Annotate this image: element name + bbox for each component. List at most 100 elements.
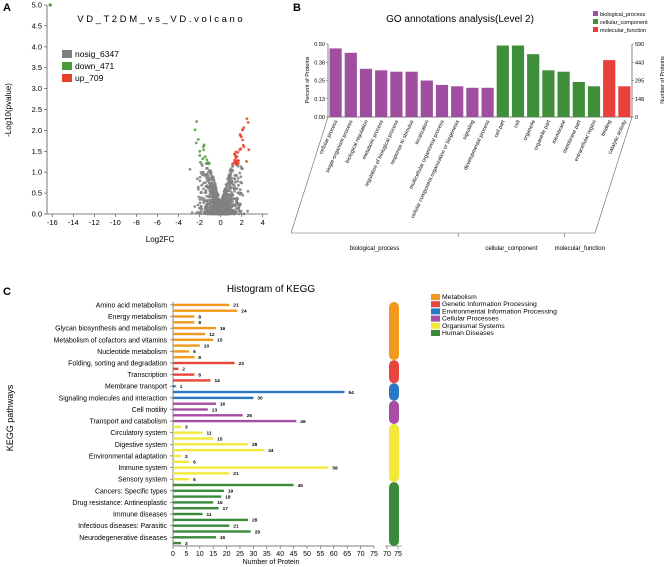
volcano-point xyxy=(234,162,238,166)
kegg-value-label: 15 xyxy=(217,338,223,344)
go-legend-label: cellular_component xyxy=(600,20,648,26)
kegg-value-label: 8 xyxy=(198,320,201,326)
kegg-pathway-label: Metabolism of cofactors and vitamins xyxy=(54,337,168,344)
volcano-point xyxy=(217,202,220,206)
volcano-point xyxy=(221,209,225,213)
kegg-value-label: 11 xyxy=(207,512,212,518)
kegg-value-label: 10 xyxy=(204,343,210,349)
kegg-bar xyxy=(173,489,224,492)
volcano-point xyxy=(221,212,224,216)
volcano-point xyxy=(239,191,243,195)
kegg-value-label: 3 xyxy=(185,454,188,460)
volcano-y-tick-label: 0.5 xyxy=(32,189,42,198)
volcano-point xyxy=(48,3,52,7)
kegg-bar xyxy=(173,460,190,463)
kegg-bar xyxy=(173,454,181,458)
go-legend: biological_process cellular_componentmole… xyxy=(593,11,648,34)
volcano-point xyxy=(204,185,208,188)
volcano-point xyxy=(209,205,213,209)
kegg-value-label: 15 xyxy=(217,500,223,506)
go-y-tick-label-left: 0.13 xyxy=(314,97,325,103)
volcano-point xyxy=(236,179,240,183)
volcano-point xyxy=(208,178,212,181)
volcano-point xyxy=(203,181,207,185)
volcano-point xyxy=(237,205,241,209)
volcano-point xyxy=(213,212,217,216)
go-ylabel-left: Percent of Proteins xyxy=(305,56,311,103)
volcano-point xyxy=(216,212,220,216)
kegg-value-label: 26 xyxy=(247,413,253,419)
volcano-point xyxy=(224,209,228,212)
kegg-pathway-label: Membrane transport xyxy=(105,384,167,391)
volcano-point xyxy=(226,206,229,210)
kegg-value-label: 21 xyxy=(233,303,239,309)
volcano-point xyxy=(221,193,225,197)
volcano-point xyxy=(196,185,200,189)
go-legend-label: biological_process xyxy=(600,12,645,18)
volcano-y-tick-label: 4.5 xyxy=(32,21,42,30)
kegg-pathway-label: Circulatory system xyxy=(110,430,167,437)
kegg-pathway-label: Immune diseases xyxy=(113,512,168,519)
kegg-x-tick-label: 20 xyxy=(223,551,231,558)
go-category-label: cell xyxy=(513,119,522,129)
kegg-pathway-label: Digestive system xyxy=(115,442,167,449)
volcano-point xyxy=(216,205,220,209)
kegg-value-label: 19 xyxy=(228,489,234,495)
volcano-point xyxy=(209,207,212,211)
kegg-bar xyxy=(173,437,214,440)
volcano-point xyxy=(228,193,232,197)
kegg-value-label: 28 xyxy=(252,442,258,448)
volcano-point xyxy=(231,165,235,168)
volcano-point xyxy=(214,201,218,205)
volcano-point xyxy=(229,168,233,172)
kegg-value-label: 3 xyxy=(185,425,188,431)
kegg-x-tick-label: 35 xyxy=(263,551,271,558)
go-bar xyxy=(420,80,433,117)
volcano-point xyxy=(205,194,209,198)
volcano-point xyxy=(233,158,237,162)
volcano-point xyxy=(201,157,205,161)
volcano-point xyxy=(221,206,225,210)
kegg-x-tick-label: 75 xyxy=(370,551,378,558)
kegg-value-label: 11 xyxy=(207,431,212,437)
kegg-x-tick-label: 0 xyxy=(171,551,175,558)
volcano-point xyxy=(235,187,239,191)
go-y-tick-label-right: 295 xyxy=(635,79,644,85)
go-group-label: cellular_component xyxy=(485,246,537,252)
go-group-label: biological_process xyxy=(350,246,399,252)
kegg-pathway-label: Folding, sorting and degradation xyxy=(68,361,167,368)
volcano-legend-swatch xyxy=(62,62,72,70)
kegg-bar xyxy=(173,379,211,382)
go-category-label: cell part xyxy=(493,119,506,139)
go-category-label: membrane xyxy=(551,119,567,145)
kegg-title: Histogram of KEGG xyxy=(227,284,316,295)
kegg-pathway-label: Drug resistance: Antineoplastic xyxy=(72,500,167,507)
kegg-legend-swatch xyxy=(431,315,440,322)
volcano-point xyxy=(205,158,209,162)
volcano-point xyxy=(204,162,208,166)
volcano-point xyxy=(236,176,240,180)
volcano-point xyxy=(240,167,244,171)
kegg-bar xyxy=(173,309,238,312)
kegg-pathway-label: Signaling molecules and interaction xyxy=(59,395,168,402)
volcano-point xyxy=(208,189,212,193)
volcano-point xyxy=(201,170,205,174)
volcano-point xyxy=(236,191,240,195)
go-bar xyxy=(481,87,494,117)
volcano-point xyxy=(246,121,250,124)
kegg-bar xyxy=(173,303,230,307)
kegg-bar xyxy=(173,332,206,336)
volcano-point xyxy=(206,198,209,202)
volcano-point xyxy=(200,191,203,194)
go-category-label: binding xyxy=(600,119,613,137)
volcano-point xyxy=(238,171,242,175)
kegg-value-label: 24 xyxy=(241,309,247,315)
go-legend-swatch xyxy=(593,19,598,24)
kegg-bar xyxy=(173,402,216,405)
volcano-point xyxy=(233,204,236,208)
kegg-bar xyxy=(173,524,230,527)
go-legend-label: molecular_function xyxy=(600,28,646,34)
kegg-pathway-label: Cancers: Specific types xyxy=(95,488,168,495)
volcano-x-tick-label: -8 xyxy=(133,218,140,227)
volcano-point xyxy=(203,199,207,203)
